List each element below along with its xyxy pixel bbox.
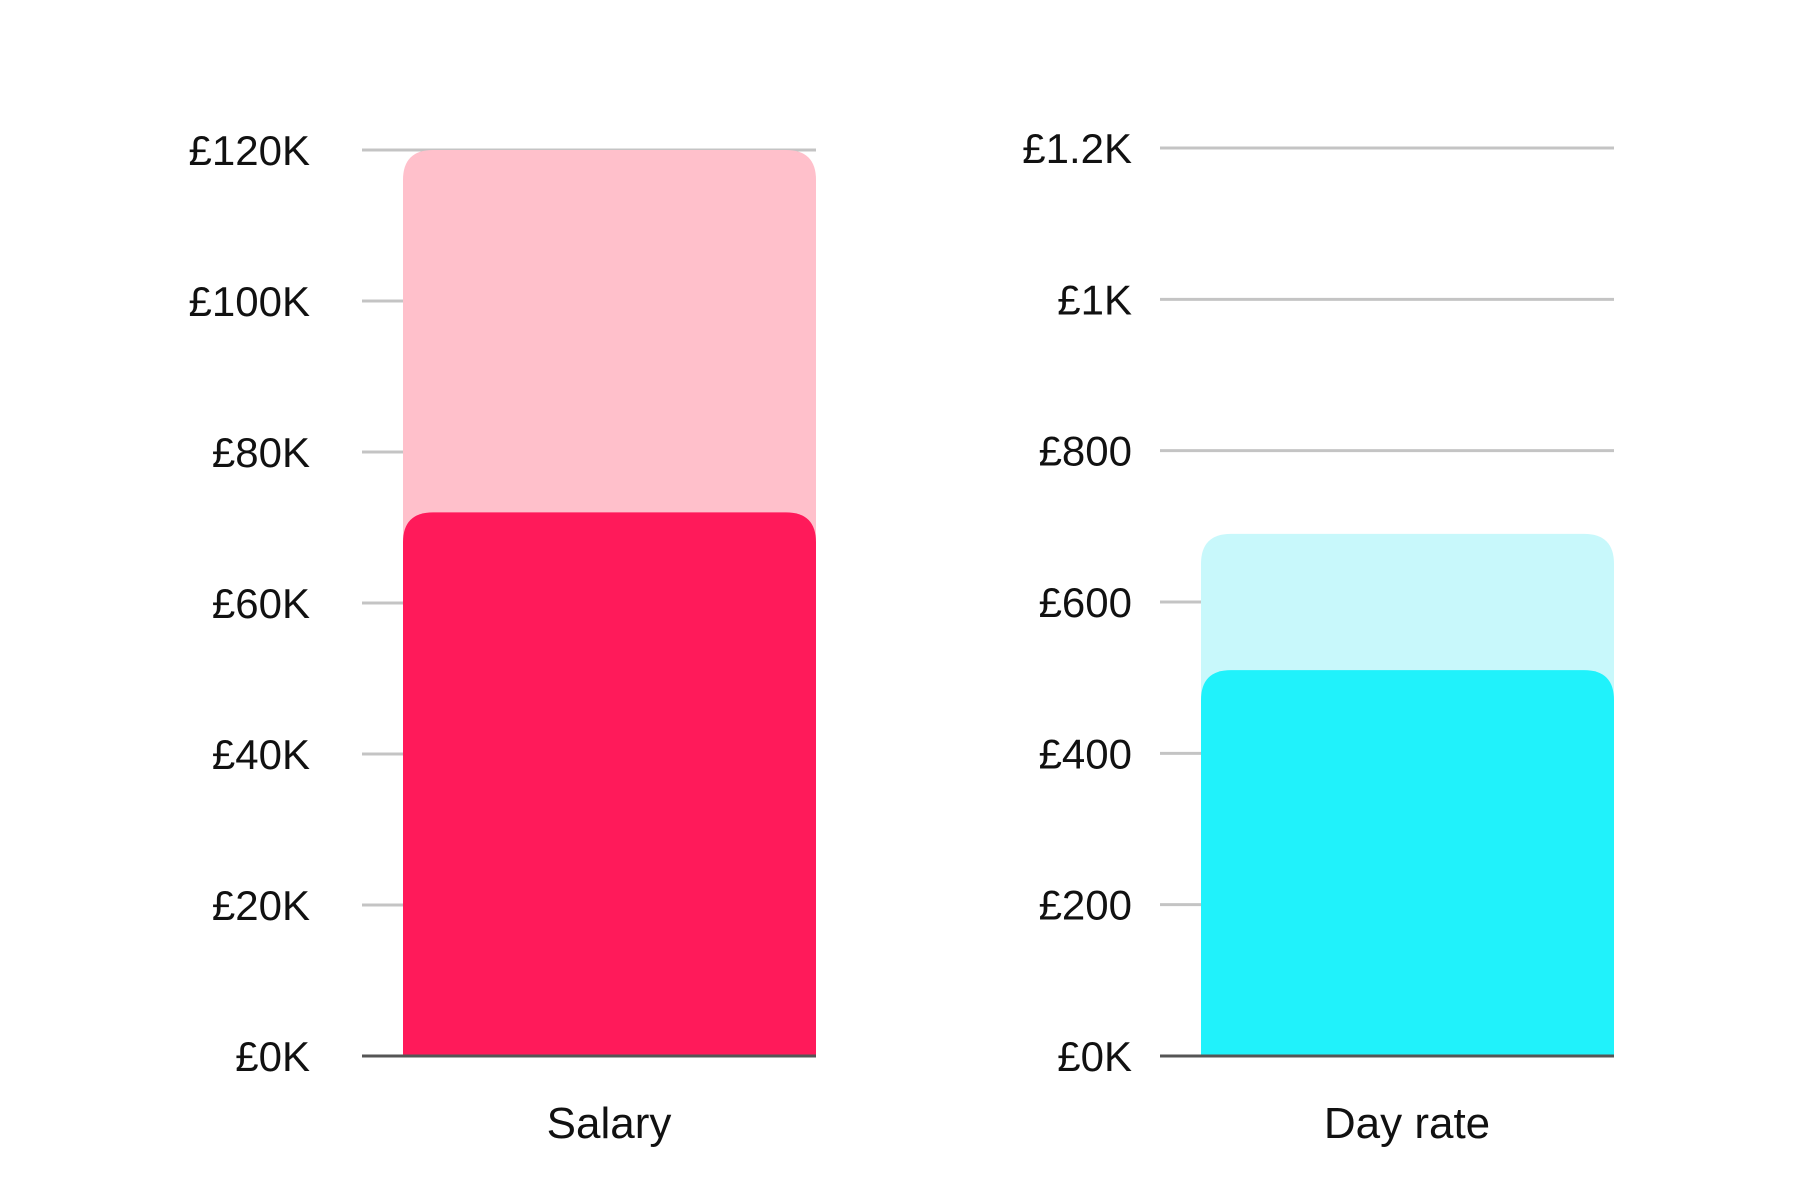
salary-chart-panel: £0K £20K £40K £60K £80K £100K £120K Salary — [189, 127, 816, 1148]
category-label-salary: Salary — [547, 1099, 672, 1148]
y-tick-label: £80K — [212, 429, 310, 476]
y-tick-label: £40K — [212, 731, 310, 778]
y-tick-label: £800 — [1039, 428, 1132, 475]
bar-day-rate-series-2 — [1201, 670, 1614, 1055]
y-tick-label: £1.2K — [1022, 125, 1132, 172]
y-tick-label: £600 — [1039, 579, 1132, 626]
y-tick-label: £0K — [235, 1033, 310, 1080]
y-tick-label: £20K — [212, 882, 310, 929]
y-tick-label: £100K — [189, 278, 310, 325]
category-label-day-rate: Day rate — [1324, 1099, 1490, 1148]
day-rate-chart-panel: £0K £200 £400 £600 £800 £1K £1.2K Day rate — [1022, 125, 1614, 1148]
y-tick-label: £200 — [1039, 882, 1132, 929]
y-tick-label: £120K — [189, 127, 310, 174]
y-tick-label: £60K — [212, 580, 310, 627]
bar-salary-series-2 — [403, 512, 816, 1055]
y-tick-label: £1K — [1057, 276, 1132, 323]
y-tick-label: £400 — [1039, 730, 1132, 777]
y-tick-label: £0K — [1057, 1033, 1132, 1080]
